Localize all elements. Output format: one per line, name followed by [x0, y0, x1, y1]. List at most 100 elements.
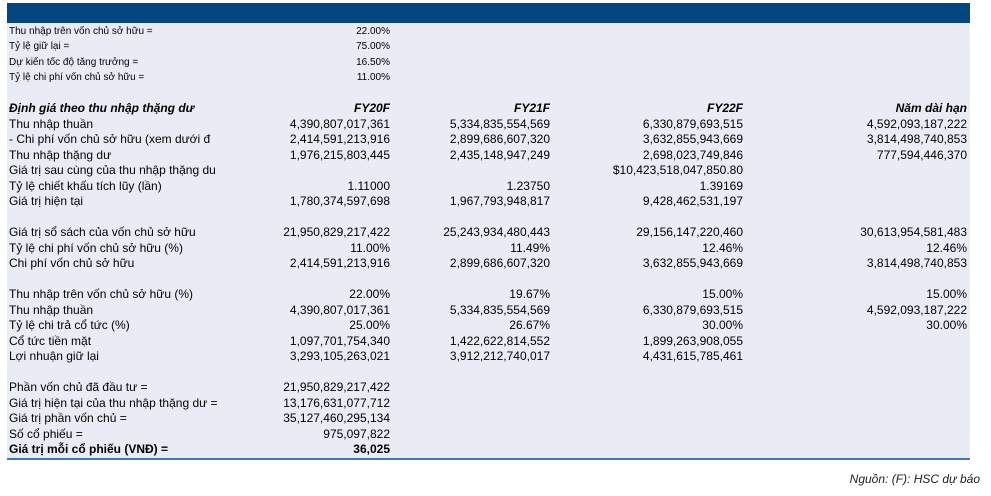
table-row: Lợi nhuận giữ lại 3,293,105,263,021 3,912,…: [7, 349, 970, 365]
column-header: FY20F: [353, 101, 390, 115]
row-value: 2,899,686,607,320: [449, 132, 550, 146]
table-row: Tỷ lệ chiết khấu tích lũy (lần) 1.11000 1.…: [7, 179, 970, 195]
summary-row: Giá trị mỗi cổ phiếu (VNĐ) = 36,025: [7, 442, 970, 458]
row-label: Giá trị hiện tại của thu nhập thặng dư =: [9, 395, 218, 410]
row-value: 12.46%: [926, 240, 967, 255]
row-value: 1.23750: [506, 178, 550, 193]
row-value: 1,976,215,803,445: [289, 147, 390, 162]
row-value: 4,592,093,187,222: [866, 116, 967, 131]
row-label: Tỷ lệ chiết khấu tích lũy (lần): [9, 178, 162, 193]
row-value: 22.00%: [356, 25, 390, 37]
assumption-row: Tỷ lệ giữ lại = 75.00%: [7, 39, 970, 55]
summary-row: Giá trị hiện tại của thu nhập thặng dư =…: [7, 396, 970, 412]
row-label: Thu nhập thuần: [9, 302, 94, 317]
summary-row: Số cổ phiếu = 975,097,822: [7, 427, 970, 443]
table-row: Tỷ lệ chi trả cổ tức (%) 25.00% 26.67% 30.0…: [7, 318, 970, 334]
row-value: 1,097,701,754,340: [289, 333, 390, 348]
row-value: 21,950,829,217,422: [283, 380, 390, 394]
column-header: FY21F: [513, 101, 550, 115]
row-value: 9,428,462,531,197: [642, 194, 743, 208]
spacer-row: [7, 365, 970, 381]
summary-row: Phần vốn chủ đã đầu tư = 21,950,829,217,4…: [7, 380, 970, 396]
row-value: 2,899,686,607,320: [449, 256, 550, 270]
row-value: 35,127,460,295,134: [283, 411, 390, 425]
table-row: Tỷ lệ chi phí vốn chủ sở hữu (%) 11.00% 11…: [7, 241, 970, 257]
assumption-row: Dự kiến tốc độ tăng trưởng = 16.50%: [7, 55, 970, 71]
row-value: 11.49%: [510, 240, 550, 255]
row-value: 13,176,631,077,712: [283, 395, 390, 410]
row-label: Phần vốn chủ đã đầu tư =: [9, 380, 148, 394]
row-value: 4,390,807,017,361: [289, 116, 390, 131]
table-header-bar: [7, 3, 970, 23]
row-value: 3,912,212,740,017: [449, 349, 550, 363]
row-label: Thu nhập thuần: [9, 116, 94, 131]
row-label: Giá trị mỗi cổ phiếu (VNĐ) =: [9, 442, 169, 456]
row-value: 30.00%: [926, 318, 967, 332]
row-value: 25,243,934,480,443: [443, 225, 550, 239]
row-value: 2,414,591,213,916: [289, 132, 390, 146]
row-label: Tỷ lệ chi phí vốn chủ sở hữu =: [9, 72, 145, 83]
table-row: Giá trị sau cùng của thu nhập thặng du $1…: [7, 163, 970, 179]
row-value: 1,967,793,948,817: [449, 194, 550, 208]
assumption-row: Tỷ lệ chi phí vốn chủ sở hữu = 11.00%: [7, 70, 970, 86]
row-value: 4,592,093,187,222: [866, 302, 967, 317]
row-value: 5,334,835,554,569: [449, 302, 550, 317]
table-row: Thu nhập thuần 4,390,807,017,361 5,334,835…: [7, 117, 970, 133]
row-value: 16.50%: [356, 56, 390, 68]
row-value: 1,422,622,814,552: [449, 333, 550, 348]
row-label: Tỷ lệ giữ lại =: [9, 41, 70, 52]
spacer-row: [7, 272, 970, 288]
row-label: Thu nhập trên vốn chủ sở hữu =: [9, 25, 153, 37]
row-value: 975,097,822: [323, 426, 390, 441]
row-value: 15.00%: [702, 287, 743, 301]
table-row: Giá trị hiện tại 1,780,374,597,698 1,967,7…: [7, 194, 970, 210]
source-note: Nguồn: (F): HSC dự báo: [849, 472, 980, 486]
row-value: 25.00%: [349, 318, 390, 332]
row-label: Thu nhập thặng dư: [9, 147, 112, 162]
spacer-row: [7, 210, 970, 226]
row-value: 36,025: [353, 442, 390, 456]
row-value: 3,632,855,943,669: [642, 256, 743, 270]
spacer-row: [7, 86, 970, 102]
row-value: 19.67%: [509, 287, 550, 301]
row-value: 2,435,148,947,249: [449, 147, 550, 162]
row-value: 75.00%: [356, 41, 390, 52]
row-value: 11.00%: [350, 240, 390, 255]
row-value: 21,950,829,217,422: [283, 225, 390, 239]
row-value: 29,156,147,220,460: [636, 225, 743, 239]
summary-row: Giá trị phần vốn chủ = 35,127,460,295,134: [7, 411, 970, 427]
row-value: 11.00%: [356, 72, 390, 83]
row-label: Số cổ phiếu =: [9, 426, 83, 441]
row-label: Tỷ lệ chi trả cổ tức (%): [9, 318, 130, 332]
row-value: 3,814,498,740,853: [866, 256, 967, 270]
table-row: Chi phí vốn chủ sở hữu 2,414,591,213,916 2…: [7, 256, 970, 272]
row-label: Giá trị hiện tại: [9, 194, 84, 208]
column-header: FY22F: [706, 101, 743, 115]
assumption-row: Thu nhập trên vốn chủ sở hữu = 22.00%: [7, 24, 970, 40]
valuation-table-panel: Thu nhập trên vốn chủ sở hữu = 22.00% Tỷ l…: [7, 3, 970, 460]
table-row: Thu nhập thuần 4,390,807,017,361 5,334,835…: [7, 303, 970, 319]
row-value: 4,390,807,017,361: [289, 302, 390, 317]
row-value: 6,330,879,693,515: [642, 302, 743, 317]
row-value: 1.11000: [347, 178, 391, 193]
row-value: 26.67%: [509, 318, 550, 332]
row-label: Thu nhập trên vốn chủ sở hữu (%): [9, 287, 193, 301]
column-header: Năm dài hạn: [895, 101, 967, 115]
row-value: 4,431,615,785,461: [642, 349, 743, 363]
row-value: $10,423,518,047,850.80: [612, 163, 743, 177]
row-value: 6,330,879,693,515: [642, 116, 743, 131]
row-value: 22.00%: [349, 287, 390, 301]
row-value: 15.00%: [926, 287, 967, 301]
row-label: Giá trị sau cùng của thu nhập thặng du: [9, 163, 216, 177]
table-row: Giá trị sổ sách của vốn chủ sở hữu 21,950…: [7, 225, 970, 241]
row-label: Giá trị sổ sách của vốn chủ sở hữu: [9, 225, 196, 239]
row-value: 1.39169: [699, 178, 743, 193]
row-value: 12.46%: [702, 240, 743, 255]
row-value: 5,334,835,554,569: [449, 116, 550, 131]
row-label: Dự kiến tốc độ tăng trưởng =: [9, 56, 139, 68]
table-column-header-row: Định giá theo thu nhập thặng dư FY20F FY21…: [7, 101, 970, 117]
row-value: 2,414,591,213,916: [289, 256, 390, 270]
row-label: Tỷ lệ chi phí vốn chủ sở hữu (%): [9, 240, 183, 255]
row-value: 3,632,855,943,669: [642, 132, 743, 146]
row-value: 1,899,263,908,055: [642, 333, 743, 348]
